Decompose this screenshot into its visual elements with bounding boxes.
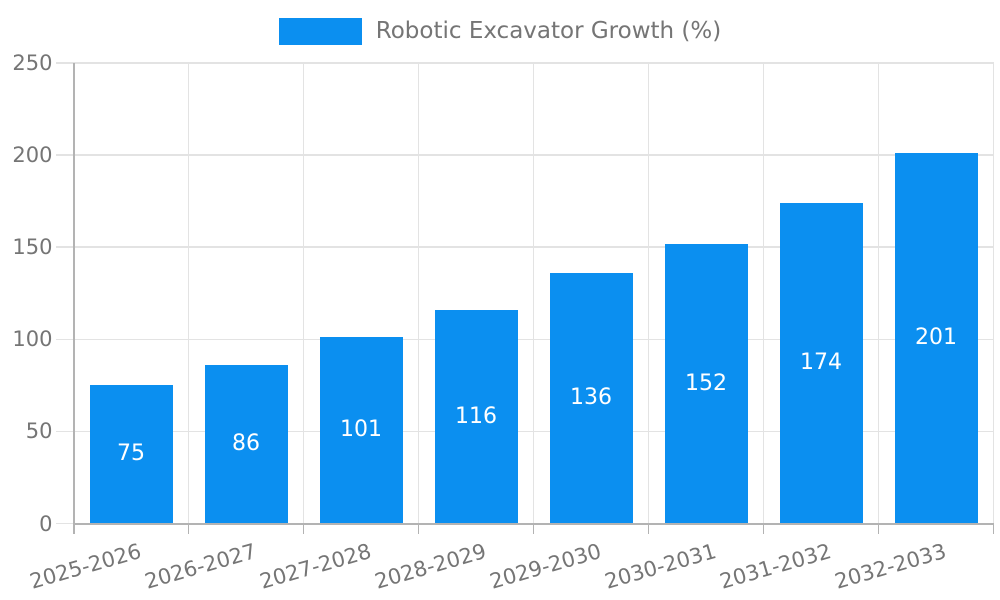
bar bbox=[779, 202, 863, 524]
bar-value-label: 116 bbox=[455, 403, 497, 429]
y-tick-label: 250 bbox=[12, 51, 53, 75]
x-tick-label: 2025-2026 bbox=[26, 539, 144, 594]
x-tick-label: 2027-2028 bbox=[256, 539, 374, 594]
bar bbox=[894, 153, 978, 524]
x-axis-tick bbox=[762, 523, 765, 534]
x-tick-label: 2026-2027 bbox=[141, 539, 259, 594]
y-gridline bbox=[55, 154, 994, 156]
x-axis-tick bbox=[302, 523, 305, 534]
bar-value-label: 152 bbox=[685, 370, 727, 396]
x-tick-label: 2028-2029 bbox=[371, 539, 489, 594]
chart-legend: Robotic Excavator Growth (%) bbox=[0, 15, 1000, 47]
x-gridline bbox=[302, 63, 305, 524]
y-tick-label: 100 bbox=[12, 327, 53, 352]
x-gridline bbox=[877, 63, 880, 524]
y-gridline bbox=[55, 246, 994, 248]
bar bbox=[204, 365, 288, 524]
legend-color-swatch bbox=[278, 17, 362, 45]
x-axis-line bbox=[73, 522, 994, 525]
y-tick-label: 50 bbox=[25, 419, 53, 444]
legend-label: Robotic Excavator Growth (%) bbox=[375, 18, 722, 44]
y-tick-label: 0 bbox=[39, 511, 53, 536]
y-tick-label: 150 bbox=[12, 235, 53, 260]
x-gridline bbox=[992, 63, 995, 524]
y-gridline bbox=[55, 338, 994, 341]
bar-value-label: 86 bbox=[232, 431, 260, 457]
y-axis-line bbox=[72, 63, 75, 534]
x-gridline bbox=[187, 63, 190, 524]
bar bbox=[434, 309, 518, 524]
bar bbox=[664, 243, 748, 524]
x-gridline bbox=[762, 63, 765, 524]
x-tick-label: 2032-2033 bbox=[831, 539, 949, 594]
x-axis-tick bbox=[647, 523, 650, 534]
x-axis-tick bbox=[187, 523, 190, 534]
bar-value-label: 201 bbox=[915, 325, 957, 351]
bar bbox=[89, 385, 173, 524]
y-gridline bbox=[55, 62, 994, 64]
bar-value-label: 174 bbox=[800, 350, 842, 376]
bar-value-label: 101 bbox=[340, 417, 382, 443]
x-tick-label: 2031-2032 bbox=[716, 539, 834, 594]
y-tick-label: 200 bbox=[12, 143, 53, 168]
bar bbox=[319, 337, 403, 524]
x-axis-tick bbox=[992, 523, 995, 534]
x-tick-label: 2030-2031 bbox=[601, 539, 719, 594]
x-axis-tick bbox=[417, 523, 420, 534]
bar-value-label: 75 bbox=[117, 441, 145, 467]
bar bbox=[549, 272, 633, 524]
x-axis-tick bbox=[532, 523, 535, 534]
x-gridline bbox=[647, 63, 650, 524]
x-tick-label: 2029-2030 bbox=[486, 539, 604, 594]
bar-value-label: 136 bbox=[570, 385, 612, 411]
x-axis-tick bbox=[877, 523, 880, 534]
y-gridline bbox=[55, 430, 994, 433]
x-gridline bbox=[532, 63, 535, 524]
x-gridline bbox=[417, 63, 420, 524]
